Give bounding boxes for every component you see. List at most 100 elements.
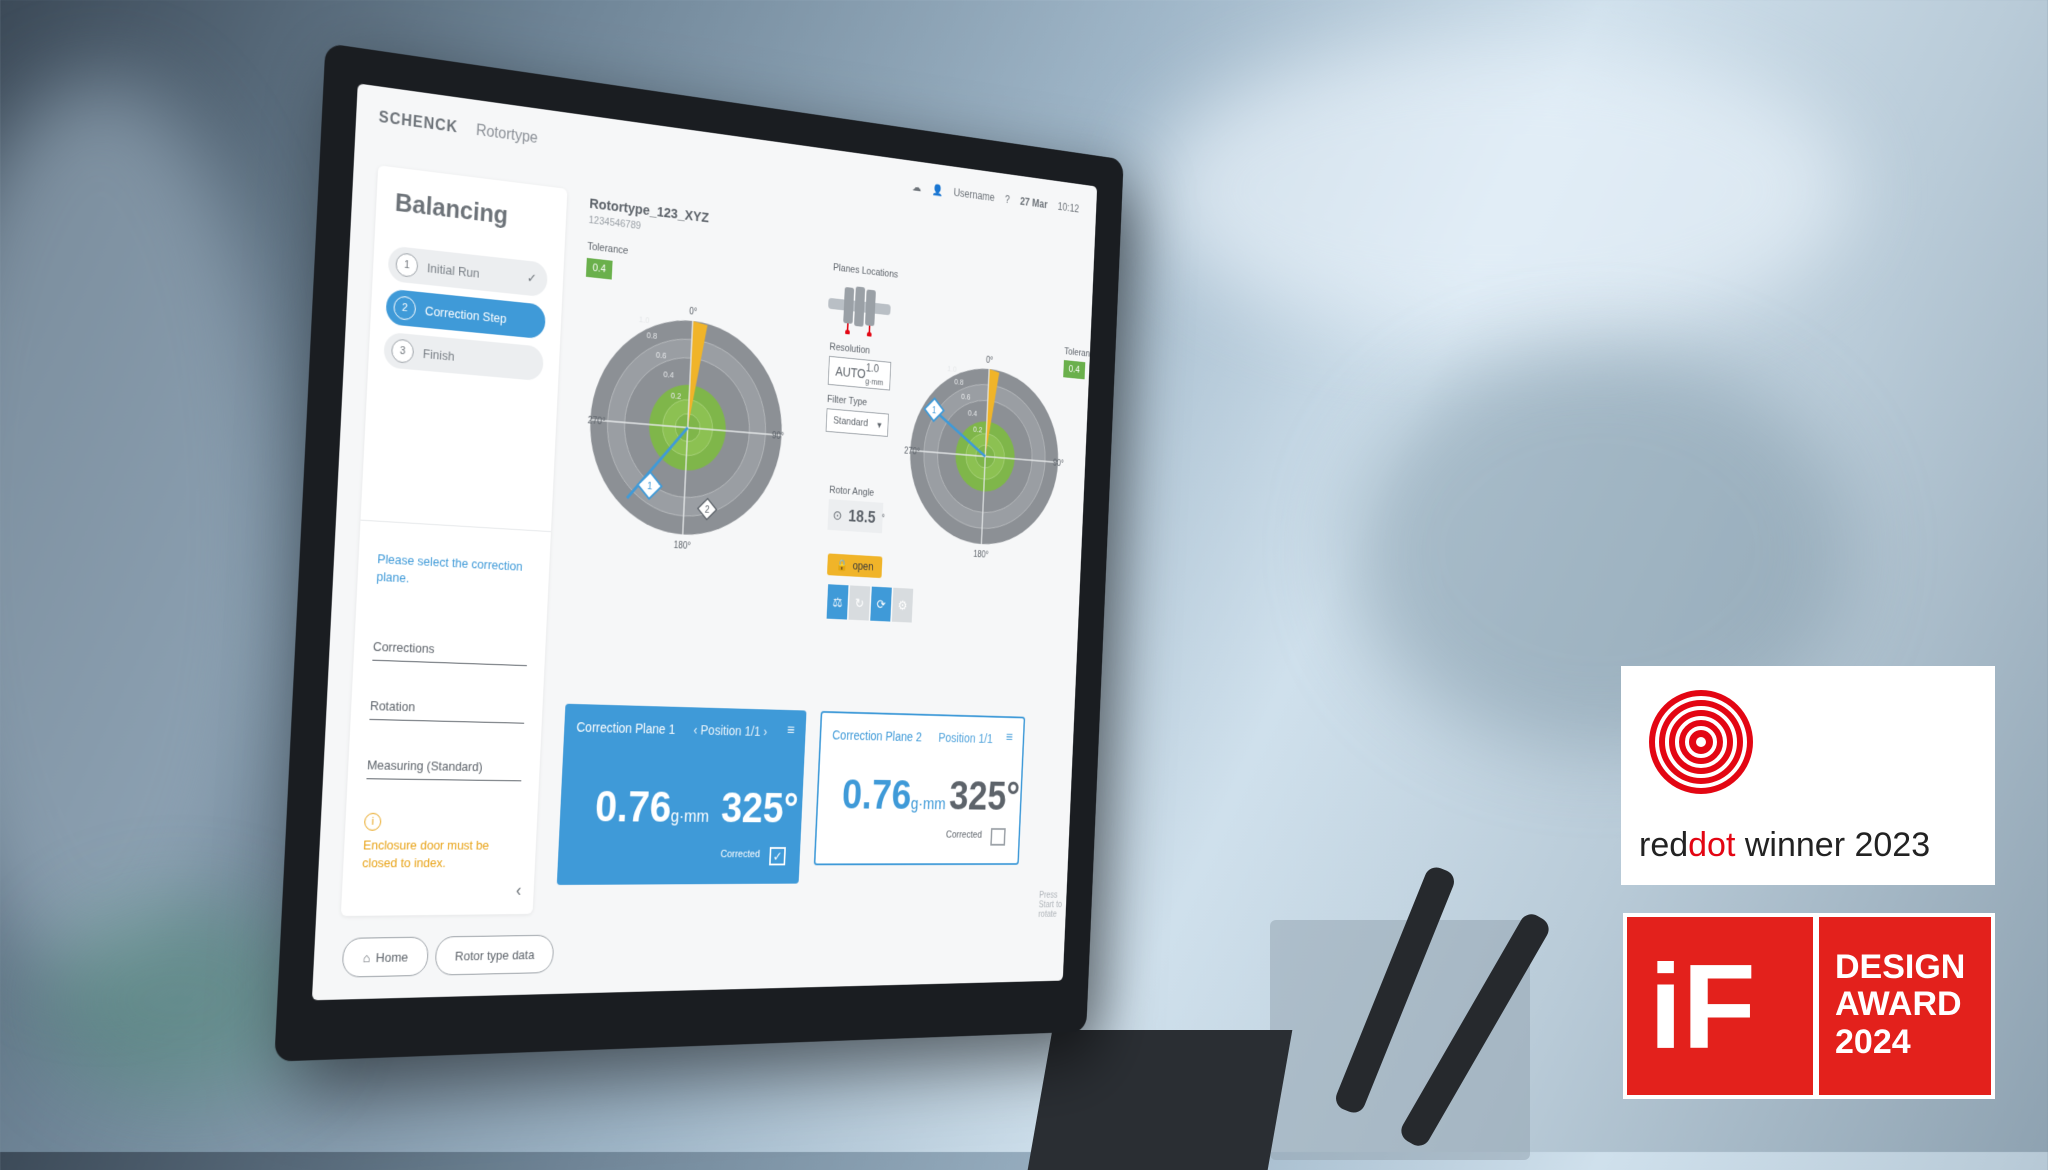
angle-label-0: 0°: [689, 307, 697, 318]
open-door-button[interactable]: 🔒 open: [827, 553, 882, 578]
ring-label: 0.8: [954, 377, 964, 387]
angle-label-270: 270°: [904, 446, 920, 457]
cloud-icon[interactable]: ☁: [912, 180, 922, 194]
resolution-field[interactable]: AUTO 1.0 g·mm: [828, 356, 891, 391]
resolution-label: Resolution: [829, 341, 870, 356]
monitor-stand: [1028, 1030, 1293, 1170]
step-label: Correction Step: [425, 303, 507, 326]
step-correction-step[interactable]: 2 Correction Step: [385, 289, 546, 340]
help-icon[interactable]: ?: [1005, 193, 1010, 206]
filter-type-label: Filter Type: [827, 394, 867, 408]
menu-icon[interactable]: ≡: [787, 723, 795, 740]
checkmark-icon: ✓: [772, 848, 782, 864]
marker-label: 1: [932, 406, 937, 416]
warning-icon: i: [364, 813, 382, 831]
reddot-award-badge: reddot winner 2023: [1621, 666, 1995, 885]
if-logo: iF: [1649, 947, 1756, 1067]
ring-label: 0.2: [671, 391, 682, 401]
if-year: 2024: [1835, 1024, 1965, 1061]
plane-header: Correction Plane 2 Position 1/1: [832, 728, 993, 746]
filter-type-value: Standard: [833, 415, 868, 429]
resolution-number: 1.0: [866, 361, 879, 375]
rotor-angle-label: Rotor Angle: [829, 485, 874, 499]
index-tool-button[interactable]: ⟳: [870, 587, 892, 622]
correction-plane-2-card[interactable]: Correction Plane 2 Position 1/1 ≡ 0.76g·…: [814, 711, 1025, 865]
monitor: SCHENCK Rotortype ☁ 👤 Username ? 27 Mar …: [274, 43, 1124, 1062]
panel-title: Balancing: [394, 187, 508, 230]
polar-plot-plane-2[interactable]: 0° 90° 180° 270° 0.2 0.4 0.6 0.8 1.0 1: [896, 312, 1071, 597]
reddot-award-text: reddot winner 2023: [1639, 826, 1930, 865]
process-panel: Balancing 1 Initial Run ✓ 2 Correction S…: [341, 165, 568, 916]
plane-position[interactable]: Position 1/1: [938, 730, 993, 745]
home-button[interactable]: ⌂ Home: [342, 937, 430, 978]
unbalance-unit: g·mm: [670, 807, 709, 826]
rotation-field[interactable]: Rotation: [369, 698, 525, 723]
unbalance-number: 0.76: [841, 770, 912, 817]
weight-tool-button[interactable]: ⚖: [827, 584, 849, 619]
polar-plot-svg: 0° 90° 180° 270° 0.2 0.4 0.6 0.8 1.0 1 2: [578, 259, 792, 591]
settings-tool-button[interactable]: ⚙: [892, 588, 913, 623]
position-label: Position 1/1: [700, 722, 761, 738]
angle-label-90: 90°: [772, 431, 785, 442]
filter-type-select[interactable]: Standard ▾: [826, 408, 889, 437]
app-subtitle: Rotortype: [476, 122, 539, 148]
plane-position[interactable]: ‹ Position 1/1 ›: [693, 722, 768, 739]
measuring-field[interactable]: Measuring (Standard): [366, 757, 522, 781]
rotor-icon: [827, 278, 892, 339]
rotor-type-data-label: Rotor type data: [455, 947, 535, 963]
step-label: Initial Run: [427, 260, 480, 280]
ring-label: 0.6: [961, 392, 971, 402]
if-award-text: DESIGN AWARD 2024: [1835, 949, 1965, 1061]
unbalance-number: 0.76: [594, 781, 672, 831]
unbalance-angle: 325°: [720, 782, 799, 832]
divider: [361, 520, 551, 532]
step-number: 2: [393, 295, 416, 321]
planes-location-label: Planes Locations: [833, 262, 898, 280]
marker-label: 1: [647, 481, 653, 493]
rotor-type-data-button[interactable]: Rotor type data: [434, 935, 554, 976]
unbalance-unit: g·mm: [910, 795, 946, 813]
polar-rings: [585, 311, 786, 540]
tolerance-label: Tolerance: [587, 241, 628, 257]
unbalance-angle: 325°: [948, 771, 1020, 819]
angle-label-270: 270°: [587, 416, 605, 428]
chevron-left-icon[interactable]: ‹: [516, 880, 522, 900]
unbalance-value: 0.76g·mm: [594, 780, 711, 832]
lock-icon: 🔒: [836, 558, 848, 571]
ring-label: 0.2: [973, 425, 983, 435]
menu-icon[interactable]: ≡: [1005, 730, 1013, 746]
corrected-label: Corrected: [720, 849, 760, 860]
ring-label: 0.6: [656, 350, 667, 360]
step-finish[interactable]: 3 Finish: [383, 332, 544, 381]
divider: [1813, 917, 1819, 1095]
status-hint: Press Start to rotate: [1038, 891, 1067, 920]
checkmark-icon: ✓: [527, 270, 537, 286]
ring-label: 0.4: [968, 408, 978, 418]
marker-label: 2: [705, 505, 710, 516]
home-icon: ⌂: [363, 950, 371, 965]
corrections-field[interactable]: Corrections: [372, 639, 528, 666]
ring-label: 1.0: [947, 364, 957, 374]
correction-plane-1-card[interactable]: Correction Plane 1 ‹ Position 1/1 › ≡ 0.…: [557, 704, 807, 885]
corrected-checkbox[interactable]: [990, 828, 1005, 846]
corrected-checkbox[interactable]: ✓: [769, 847, 786, 865]
step-number: 1: [395, 252, 418, 278]
reddot-winner-year: winner 2023: [1745, 826, 1930, 864]
reddot-red: red: [1639, 826, 1688, 864]
warning-text: Enclosure door must be closed to index.: [362, 837, 519, 873]
step-label: Finish: [423, 346, 455, 363]
resolution-mode: AUTO: [835, 364, 866, 381]
step-number: 3: [391, 338, 414, 364]
ring-label: 0.8: [646, 330, 657, 341]
rotate-tool-button[interactable]: ↻: [849, 585, 871, 620]
if-award: AWARD: [1835, 986, 1965, 1023]
instruction-text: Please select the correction plane.: [376, 550, 532, 593]
open-label: open: [852, 559, 873, 573]
step-initial-run[interactable]: 1 Initial Run ✓: [387, 245, 548, 297]
reddot-dot: dot: [1688, 826, 1735, 864]
weight-icon: ⚖: [832, 594, 843, 610]
polar-plot-plane-1[interactable]: 0° 90° 180° 270° 0.2 0.4 0.6 0.8 1.0 1 2: [578, 259, 792, 591]
angle-label-90: 90°: [1053, 458, 1064, 469]
index-icon: ⟳: [876, 596, 886, 612]
if-design-award-badge: iF DESIGN AWARD 2024: [1623, 913, 1995, 1099]
